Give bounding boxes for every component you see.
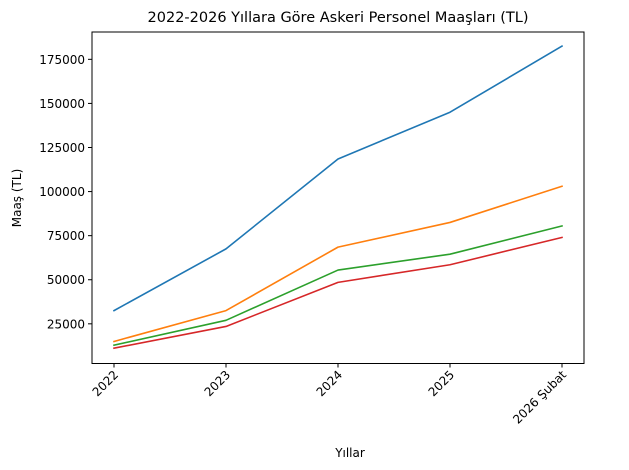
y-tick-label: 150000 <box>39 97 85 111</box>
chart-title: 2022-2026 Yıllara Göre Askeri Personel M… <box>148 10 529 26</box>
plot-frame <box>91 31 585 364</box>
series-line-2 <box>113 185 564 343</box>
x-axis: 2022 2023 2024 2025 2026 Şubat <box>90 363 569 427</box>
y-axis-label: Maaş (TL) <box>10 169 24 228</box>
series-line-4 <box>113 236 563 350</box>
x-tick-label: 2023 <box>202 368 233 399</box>
x-tick-label: 2026 Şubat <box>510 368 569 427</box>
x-tick-label: 2022 <box>90 368 121 399</box>
y-tick-label: 50000 <box>47 273 85 287</box>
x-axis-label: Yıllar <box>334 446 365 460</box>
y-tick-label: 75000 <box>47 229 85 243</box>
y-tick-label: 25000 <box>47 317 85 331</box>
y-tick-label: 100000 <box>39 185 85 199</box>
series-line-3 <box>113 224 563 347</box>
y-tick-label: 125000 <box>39 141 85 155</box>
y-axis: 25000 50000 75000 100000 125000 150000 175000 <box>39 53 92 331</box>
series-line-1 <box>112 45 564 312</box>
x-tick-label: 2024 <box>314 368 345 399</box>
x-tick-label: 2025 <box>426 368 457 399</box>
plot-lines <box>112 45 564 350</box>
y-tick-label: 175000 <box>39 53 85 67</box>
